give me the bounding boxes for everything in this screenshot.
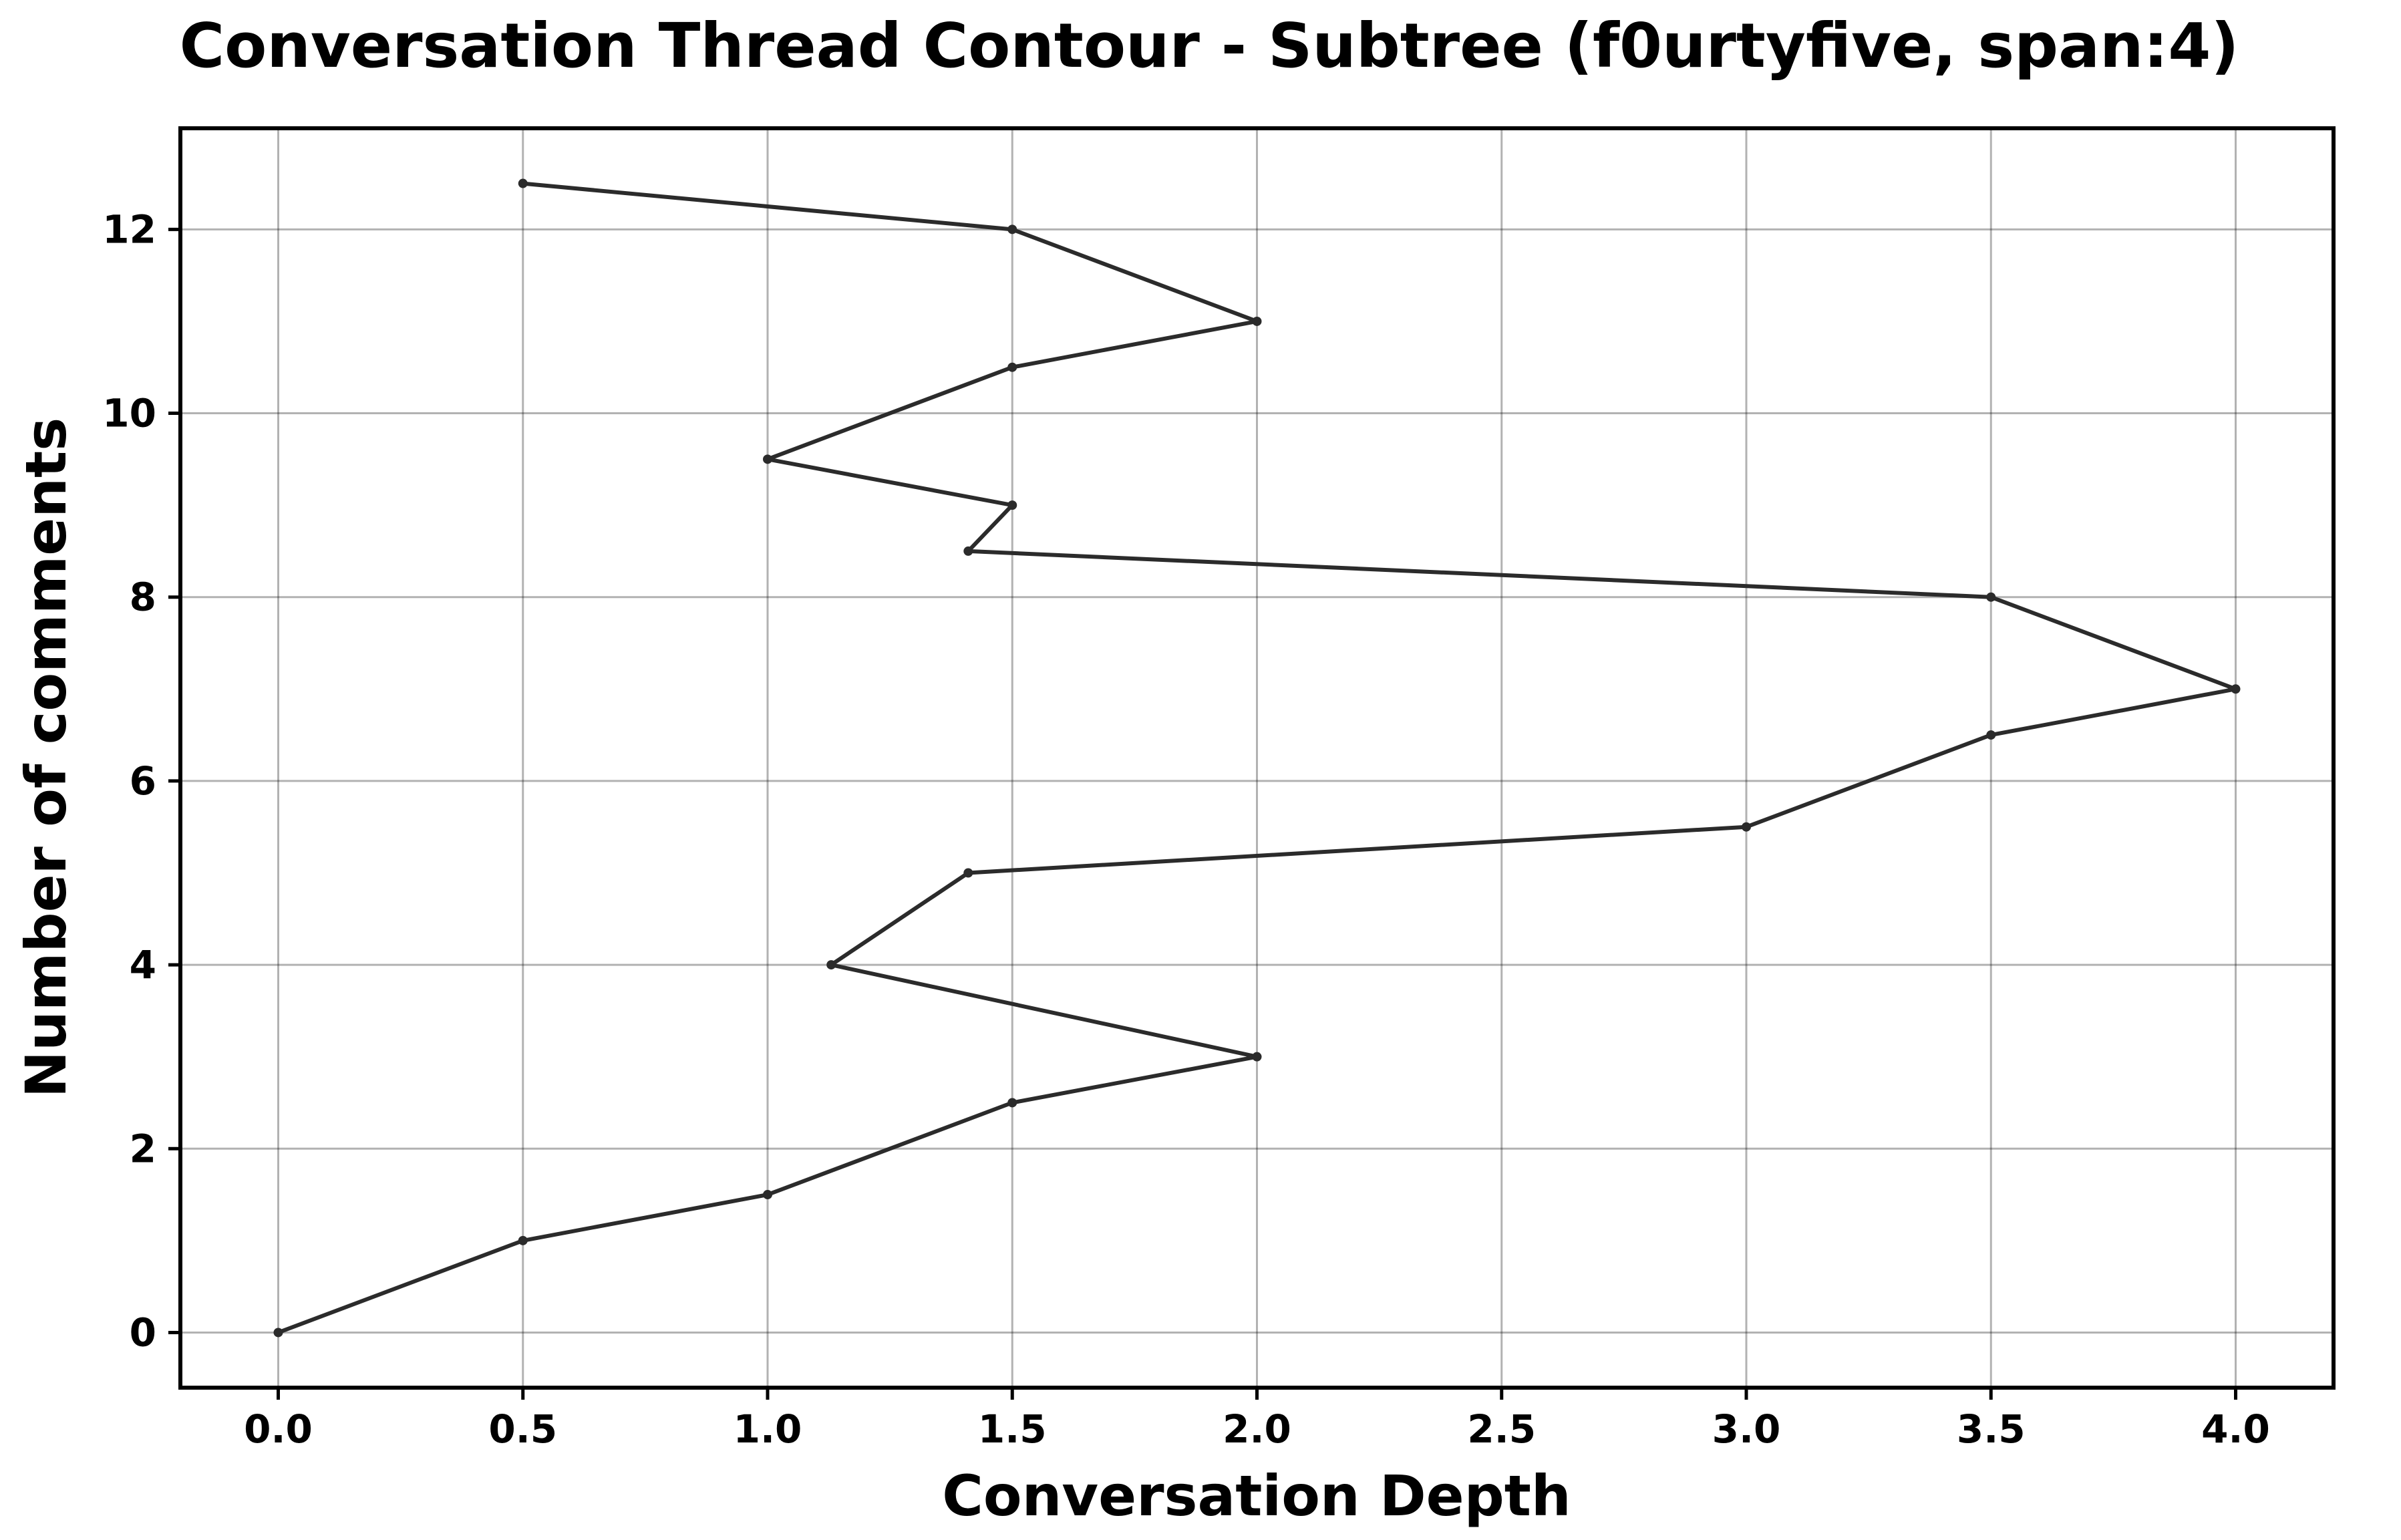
x-tick-label: 0.5	[488, 1406, 557, 1452]
data-point	[1252, 316, 1262, 326]
y-tick-label: 10	[102, 391, 156, 436]
x-tick-label: 4.0	[2201, 1406, 2270, 1452]
data-point	[518, 178, 528, 188]
y-tick-label: 0	[130, 1310, 156, 1355]
data-point	[1986, 592, 1996, 602]
data-point	[1252, 1052, 1262, 1062]
data-point	[1986, 730, 1996, 740]
data-point	[1742, 822, 1751, 832]
x-axis-ticks: 0.0 0.5 1.0 1.5 2.0 2.5 3.0 3.5 4.0	[244, 1388, 2270, 1452]
y-tick-label: 6	[130, 758, 156, 804]
x-tick-label: 1.5	[978, 1406, 1047, 1452]
x-axis-label: Conversation Depth	[942, 1463, 1571, 1529]
y-tick-label: 12	[102, 206, 156, 252]
data-point	[273, 1328, 283, 1338]
y-tick-label: 2	[130, 1126, 156, 1171]
data-point	[1007, 224, 1017, 235]
data-point	[1007, 362, 1017, 372]
data-point	[1007, 1098, 1017, 1108]
data-series	[273, 178, 2241, 1338]
x-tick-label: 1.0	[734, 1406, 802, 1452]
y-axis-label: Number of comments	[13, 418, 79, 1098]
x-tick-label: 0.0	[244, 1406, 313, 1452]
series-line	[276, 181, 2238, 1335]
data-point	[518, 1235, 528, 1245]
x-tick-label: 3.5	[1957, 1406, 2026, 1452]
y-axis-ticks: 0 2 4 6 8 10 12	[102, 206, 180, 1355]
data-point	[1007, 500, 1017, 510]
x-tick-label: 3.0	[1712, 1406, 1781, 1452]
data-point	[963, 546, 973, 556]
y-tick-label: 8	[130, 575, 156, 620]
data-point	[2231, 684, 2241, 694]
y-tick-label: 4	[130, 942, 156, 987]
x-tick-label: 2.0	[1223, 1406, 1291, 1452]
data-point	[763, 1190, 772, 1200]
data-point	[763, 454, 772, 464]
chart-title: Conversation Thread Contour - Subtree (f…	[180, 10, 2239, 82]
x-tick-label: 2.5	[1467, 1406, 1536, 1452]
data-point	[826, 960, 836, 970]
data-point	[963, 868, 973, 878]
